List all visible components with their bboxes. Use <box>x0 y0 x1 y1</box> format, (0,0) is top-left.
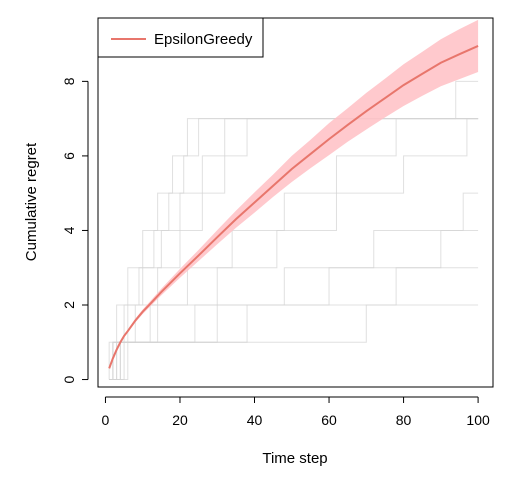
y-tick-label: 2 <box>61 301 77 309</box>
x-tick-label: 0 <box>102 412 110 428</box>
x-axis-title: Time step <box>262 450 327 467</box>
legend-label-epsilongreedy: EpsilonGreedy <box>154 31 253 48</box>
legend: EpsilonGreedy <box>97 17 264 58</box>
series-line-epsilongreedy <box>108 45 479 369</box>
y-tick-label: 8 <box>61 77 77 85</box>
background-run <box>109 304 479 381</box>
background-runs <box>108 80 479 381</box>
plot-frame <box>97 17 494 388</box>
band-layer <box>109 19 479 370</box>
line-layer <box>108 45 479 369</box>
x-axis: 0 20 40 60 80 100 <box>102 396 490 428</box>
y-tick-label: 0 <box>61 375 77 383</box>
y-axis-title: Cumulative regret <box>23 142 40 261</box>
y-axis: 0 2 4 6 8 <box>61 77 89 383</box>
background-run <box>109 267 479 381</box>
x-tick-label: 60 <box>321 412 337 428</box>
x-tick-label: 100 <box>466 412 490 428</box>
series-band-epsilongreedy <box>109 19 479 370</box>
x-tick-label: 80 <box>396 412 412 428</box>
background-run <box>109 192 479 381</box>
legend-box <box>97 17 264 58</box>
y-tick-label: 4 <box>61 226 77 234</box>
x-tick-label: 40 <box>247 412 263 428</box>
background-run <box>108 118 479 380</box>
y-tick-label: 6 <box>61 152 77 160</box>
background-run <box>109 229 479 381</box>
x-tick-label: 20 <box>172 412 188 428</box>
